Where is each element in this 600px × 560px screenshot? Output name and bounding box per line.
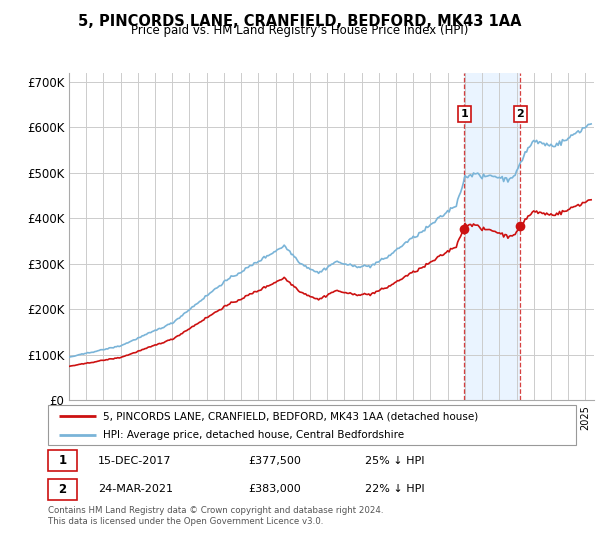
Text: 2: 2 [58,483,67,496]
Text: Price paid vs. HM Land Registry’s House Price Index (HPI): Price paid vs. HM Land Registry’s House … [131,24,469,37]
Bar [48,450,77,471]
Text: £377,500: £377,500 [248,456,302,466]
Text: HPI: Average price, detached house, Central Bedfordshire: HPI: Average price, detached house, Cent… [103,430,404,440]
Text: £383,000: £383,000 [248,484,301,494]
Text: 22% ↓ HPI: 22% ↓ HPI [365,484,424,494]
Text: 1: 1 [58,454,67,467]
Text: 1: 1 [460,109,468,119]
Bar [464,73,520,400]
Text: 24-MAR-2021: 24-MAR-2021 [98,484,173,494]
Text: 5, PINCORDS LANE, CRANFIELD, BEDFORD, MK43 1AA (detached house): 5, PINCORDS LANE, CRANFIELD, BEDFORD, MK… [103,411,479,421]
Text: 15-DEC-2017: 15-DEC-2017 [98,456,172,466]
Text: Contains HM Land Registry data © Crown copyright and database right 2024.
This d: Contains HM Land Registry data © Crown c… [48,506,383,526]
Text: 2: 2 [517,109,524,119]
Text: 5, PINCORDS LANE, CRANFIELD, BEDFORD, MK43 1AA: 5, PINCORDS LANE, CRANFIELD, BEDFORD, MK… [78,14,522,29]
Text: 25% ↓ HPI: 25% ↓ HPI [365,456,424,466]
Bar [48,479,77,500]
